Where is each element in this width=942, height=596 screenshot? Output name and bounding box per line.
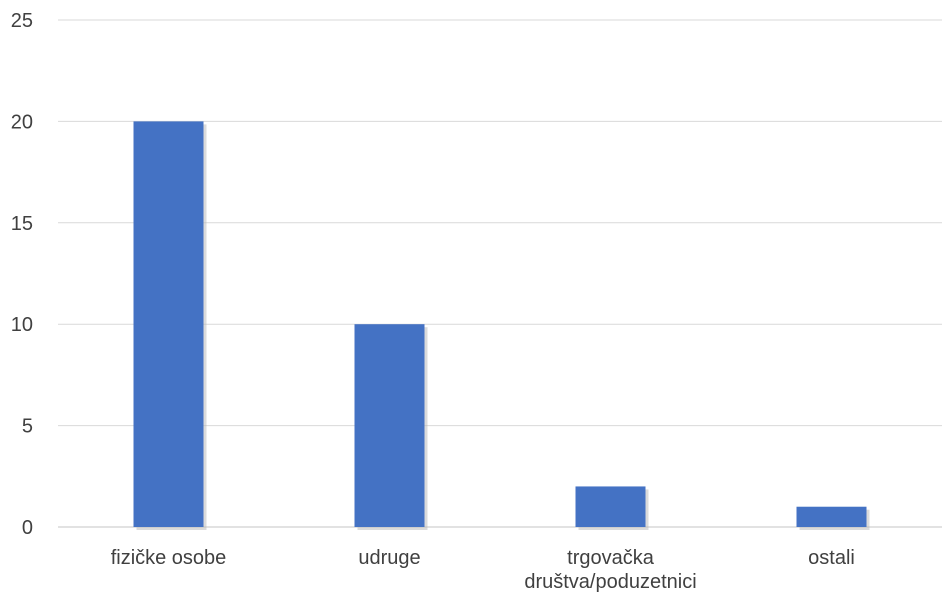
y-tick-label: 15 bbox=[11, 213, 33, 235]
y-tick-label: 25 bbox=[11, 10, 33, 32]
x-tick-label: ostali bbox=[808, 547, 855, 569]
x-tick-label-line: udruge bbox=[358, 547, 420, 569]
bar bbox=[133, 121, 204, 528]
x-tick-label-line: fizičke osobe bbox=[111, 547, 227, 569]
bar bbox=[575, 486, 646, 527]
y-tick-label: 5 bbox=[22, 416, 33, 438]
y-tick-label: 0 bbox=[22, 517, 33, 539]
x-tick-label: fizičke osobe bbox=[111, 547, 227, 569]
y-tick-label: 20 bbox=[11, 111, 33, 133]
x-tick-label-line: ostali bbox=[808, 547, 855, 569]
x-tick-label: udruge bbox=[358, 547, 420, 569]
y-tick-label: 10 bbox=[11, 314, 33, 336]
x-tick-label-line: trgovačka bbox=[567, 547, 655, 569]
x-tick-label: trgovačka društva/poduzetnici bbox=[524, 547, 696, 593]
bar bbox=[354, 324, 425, 527]
x-tick-label-line: društva/poduzetnici bbox=[524, 571, 696, 593]
bar bbox=[796, 506, 867, 527]
